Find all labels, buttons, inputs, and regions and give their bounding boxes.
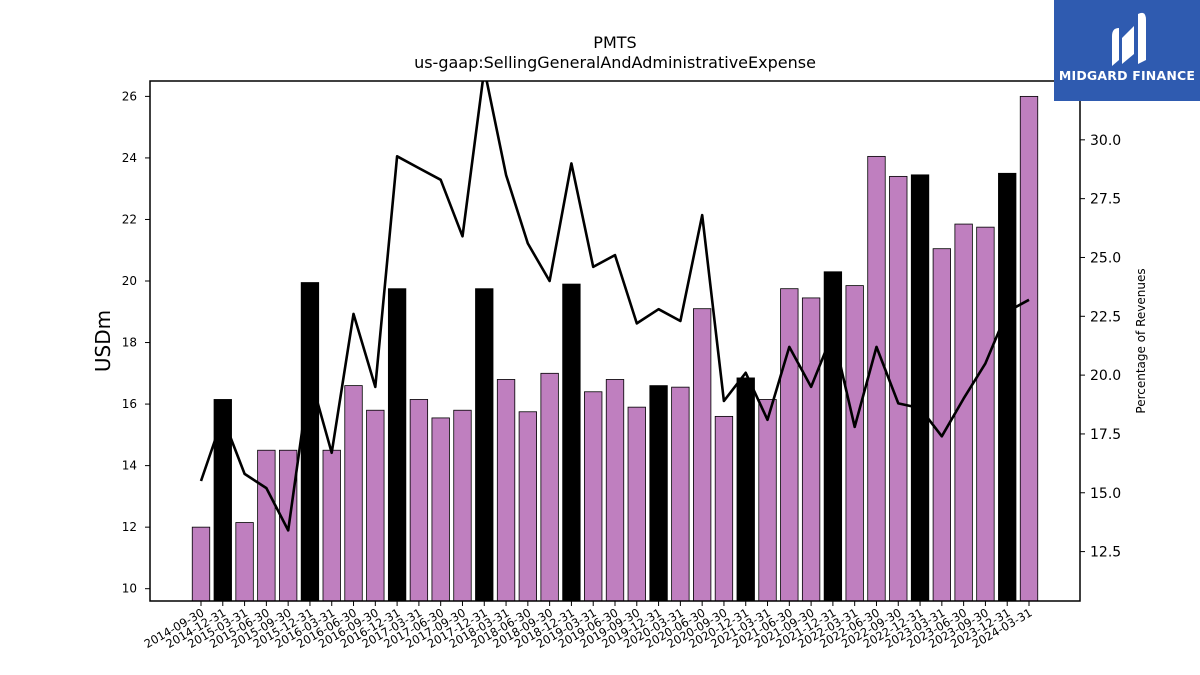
bar-2019-03-31 [584, 391, 603, 602]
bar-2022-06-30 [867, 155, 886, 602]
y-axis-label: USDm [91, 310, 115, 372]
bar-2017-03-31 [409, 399, 429, 602]
bar-2014-12-31 [213, 399, 232, 602]
bar-2018-06-30 [518, 411, 537, 602]
bar-2017-09-30 [453, 409, 472, 602]
chart-subtitle: us-gaap:SellingGeneralAndAdministrativeE… [414, 53, 816, 72]
y-tick-label: 20 [122, 274, 137, 288]
bar-2018-09-30 [540, 372, 559, 602]
bar-2020-06-30 [693, 308, 712, 602]
bar-2014-09-30 [191, 526, 211, 602]
y2-tick-label: 20.0 [1090, 368, 1121, 384]
bar-2019-12-31 [649, 385, 668, 602]
bar-2015-06-30 [257, 449, 276, 602]
bar-2016-06-30 [344, 385, 363, 602]
y-tick-label: 24 [122, 151, 137, 165]
bar-2021-12-31 [823, 271, 843, 602]
bar-2020-12-31 [736, 377, 755, 602]
bar-2015-03-31 [235, 522, 254, 602]
brand-logo: MIDGARD FINANCE [1054, 0, 1200, 101]
y2-axis-ticks: 12.5 15.0 17.5 20.0 22.5 25.0 27.5 30.0 [1080, 133, 1121, 561]
y2-tick-label: 27.5 [1090, 192, 1121, 208]
y2-tick-label: 25.0 [1090, 250, 1121, 266]
percentage-of-revenues-line [199, 81, 1030, 532]
y-tick-label: 22 [122, 212, 137, 226]
line-layer [199, 81, 1030, 532]
y-axis-ticks: 10 12 14 16 18 20 22 24 26 [122, 89, 150, 596]
bar-2016-09-30 [366, 409, 385, 602]
bar-2021-03-31 [758, 399, 777, 602]
bar-2023-06-30 [954, 223, 973, 602]
y2-tick-label: 15.0 [1090, 486, 1121, 502]
plot-frame [149, 80, 1081, 602]
chart-title: PMTS [593, 33, 636, 52]
bar-2016-03-31 [322, 449, 341, 602]
y-tick-label: 18 [122, 336, 137, 350]
bar-2017-12-31 [475, 288, 494, 602]
logo-mark-icon [1112, 12, 1146, 66]
y-tick-label: 14 [122, 459, 137, 473]
bar-2022-12-31 [910, 174, 930, 602]
bars-layer [191, 95, 1039, 602]
y2-tick-label: 12.5 [1090, 545, 1121, 561]
y2-tick-label: 22.5 [1090, 309, 1121, 325]
logo-text: MIDGARD FINANCE [1058, 68, 1196, 83]
bar-2018-12-31 [562, 283, 581, 602]
y2-tick-label: 17.5 [1090, 427, 1121, 443]
y-tick-label: 10 [122, 582, 137, 596]
bar-2022-03-31 [845, 285, 864, 602]
bar-2023-09-30 [976, 226, 995, 602]
y-tick-label: 26 [122, 89, 137, 103]
bar-2020-03-31 [671, 386, 690, 602]
bar-2024-03-31 [1019, 95, 1039, 602]
y2-axis-label: Percentage of Revenues [1134, 268, 1148, 413]
bar-2015-12-31 [300, 282, 320, 602]
bar-2017-06-30 [431, 417, 450, 602]
bar-2018-03-31 [496, 379, 516, 602]
y-tick-label: 16 [122, 397, 137, 411]
bar-2021-09-30 [801, 297, 821, 602]
bar-2016-12-31 [387, 288, 407, 602]
y2-tick-label: 30.0 [1090, 133, 1121, 149]
bar-2019-06-30 [605, 379, 625, 602]
bar-2023-12-31 [998, 172, 1017, 602]
x-axis-ticks: 2014-09-302014-12-312015-03-312015-06-30… [142, 601, 1035, 651]
bar-2021-06-30 [780, 288, 799, 602]
bar-2019-09-30 [627, 406, 646, 602]
bar-2020-09-30 [714, 415, 734, 602]
y-tick-label: 12 [122, 520, 137, 534]
